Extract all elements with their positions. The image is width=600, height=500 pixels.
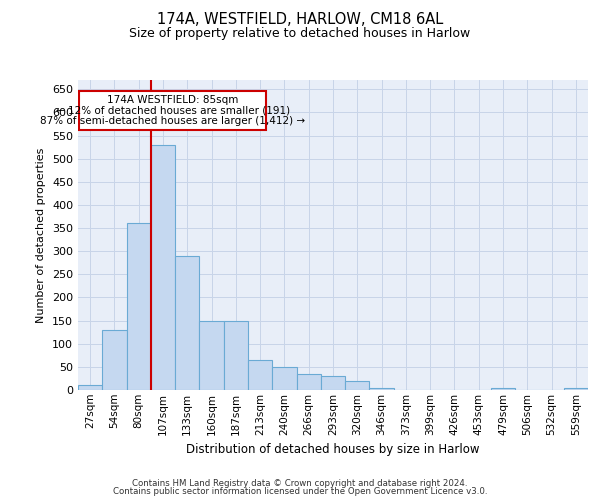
Bar [102, 330, 127, 390]
Bar [127, 224, 151, 390]
Bar [370, 388, 394, 390]
Bar [151, 145, 175, 390]
Y-axis label: Number of detached properties: Number of detached properties [37, 148, 46, 322]
X-axis label: Distribution of detached houses by size in Harlow: Distribution of detached houses by size … [186, 443, 480, 456]
Bar [199, 320, 224, 390]
Bar [78, 386, 102, 390]
Bar [272, 367, 296, 390]
Text: 174A WESTFIELD: 85sqm: 174A WESTFIELD: 85sqm [107, 94, 238, 104]
Text: ← 12% of detached houses are smaller (191): ← 12% of detached houses are smaller (19… [56, 106, 290, 116]
Bar [175, 256, 199, 390]
Text: Contains HM Land Registry data © Crown copyright and database right 2024.: Contains HM Land Registry data © Crown c… [132, 478, 468, 488]
Text: Contains public sector information licensed under the Open Government Licence v3: Contains public sector information licen… [113, 487, 487, 496]
Text: Size of property relative to detached houses in Harlow: Size of property relative to detached ho… [130, 28, 470, 40]
Bar [491, 388, 515, 390]
Bar [296, 374, 321, 390]
Text: 87% of semi-detached houses are larger (1,412) →: 87% of semi-detached houses are larger (… [40, 116, 305, 126]
Bar [345, 380, 370, 390]
Bar [564, 388, 588, 390]
FancyBboxPatch shape [79, 91, 266, 130]
Text: 174A, WESTFIELD, HARLOW, CM18 6AL: 174A, WESTFIELD, HARLOW, CM18 6AL [157, 12, 443, 28]
Bar [321, 376, 345, 390]
Bar [248, 360, 272, 390]
Bar [224, 320, 248, 390]
